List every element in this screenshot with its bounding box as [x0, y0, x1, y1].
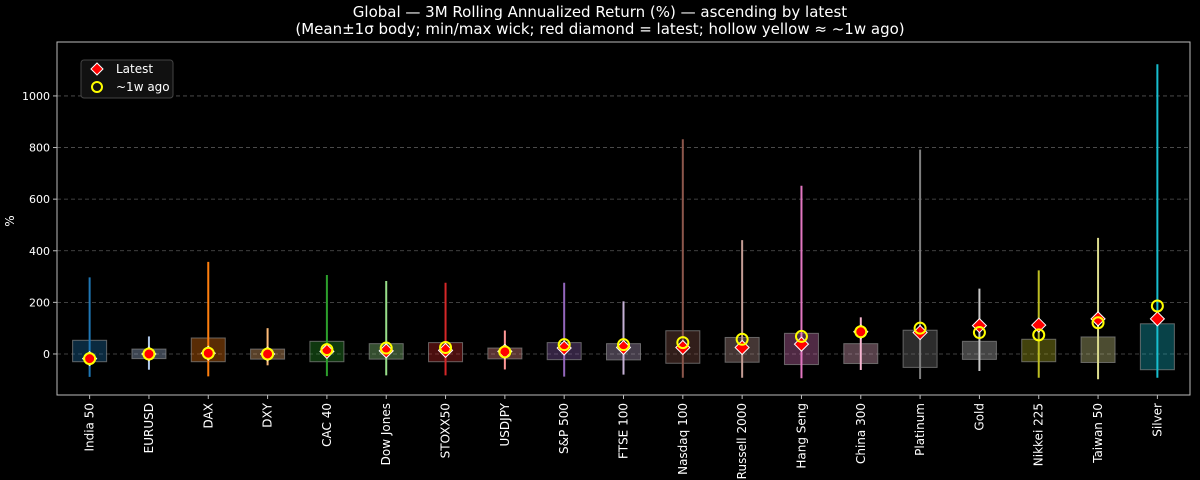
series-eurusd: [131, 336, 167, 370]
x-tick-label: Gold: [972, 403, 986, 431]
series-silver: [1139, 64, 1175, 378]
x-tick-label: Dow Jones: [379, 403, 393, 465]
week-ago-marker: [83, 352, 97, 366]
y-tick-label: 0: [43, 348, 50, 361]
series-s-p-500: [546, 282, 582, 377]
x-tick-label: India 50: [83, 403, 97, 452]
x-tick-label: STOXX50: [439, 403, 453, 458]
chart-title: Global — 3M Rolling Annualized Return (%…: [353, 3, 848, 21]
week-ago-marker: [142, 347, 156, 361]
x-tick-label: Nikkei 225: [1032, 403, 1046, 466]
week-ago-marker: [320, 343, 334, 357]
x-tick-label: China 300: [854, 403, 868, 464]
plot-frame: [56, 41, 1191, 396]
x-axis: India 50 EURUSD DAX DXY CAC 40 Dow Jones STOXX…: [83, 395, 1164, 479]
week-ago-marker: [676, 336, 690, 350]
x-tick-label: Taiwan 50: [1091, 403, 1105, 464]
week-ago-marker: [1032, 328, 1046, 342]
week-ago-marker: [439, 341, 453, 355]
x-tick-label: USDJPY: [498, 402, 512, 446]
week-ago-marker: [617, 338, 630, 352]
latest-marker: [1090, 311, 1106, 327]
week-ago-marker: [1091, 316, 1105, 330]
series-hang-seng: [783, 185, 819, 379]
series-gold: [961, 288, 997, 372]
week-ago-marker: [379, 341, 393, 355]
series-usdjpy: [487, 330, 523, 370]
series-platinum: [902, 149, 938, 380]
legend-latest-marker: [90, 62, 104, 76]
plot-marks: [72, 64, 1175, 380]
series-dxy: [250, 328, 286, 366]
week-ago-marker: [854, 325, 868, 339]
y-axis-label: %: [3, 215, 17, 226]
x-tick-label: EURUSD: [142, 403, 156, 453]
x-tick-label: Silver: [1150, 403, 1164, 437]
legend-week-ago-label: ~1w ago: [116, 80, 170, 94]
series-stoxx50: [428, 282, 464, 376]
y-tick-label: 200: [29, 296, 50, 309]
x-tick-label: Nasdaq 100: [676, 403, 690, 475]
x-tick-label: S&P 500: [557, 403, 571, 454]
series-russell-2000: [724, 240, 760, 378]
week-ago-marker: [735, 332, 749, 346]
series-ftse-100: [606, 301, 641, 375]
week-ago-marker: [794, 329, 808, 343]
x-tick-label: DAX: [201, 403, 215, 428]
x-tick-label: Russell 2000: [735, 403, 749, 479]
latest-marker: [1031, 317, 1047, 333]
x-tick-label: Platinum: [913, 403, 927, 456]
series-dow-jones: [368, 280, 404, 376]
series-nasdaq-100: [665, 139, 701, 378]
x-tick-label: CAC 40: [320, 403, 334, 447]
legend-latest-label: Latest: [116, 62, 153, 76]
y-tick-label: 800: [29, 142, 50, 155]
y-tick-label: 400: [29, 245, 50, 258]
week-ago-marker: [557, 338, 571, 352]
week-ago-marker: [261, 347, 275, 361]
legend: Latest ~1w ago: [80, 59, 174, 99]
week-ago-marker: [972, 326, 986, 340]
series-india-50: [72, 277, 108, 377]
y-tick-label: 1000: [22, 90, 50, 103]
x-tick-label: Hang Seng: [794, 403, 808, 469]
week-ago-marker: [498, 345, 512, 359]
x-tick-label: FTSE 100: [617, 403, 631, 459]
legend-week-ago-marker: [91, 81, 103, 93]
series-dax: [190, 261, 226, 377]
series-taiwan-50: [1080, 237, 1116, 380]
week-ago-marker: [201, 346, 215, 360]
series-nikkei-225: [1021, 270, 1057, 378]
week-ago-marker: [1150, 299, 1164, 313]
y-tick-label: 600: [29, 193, 50, 206]
chart-subtitle: (Mean±1σ body; min/max wick; red diamond…: [295, 20, 904, 38]
series-china-300: [843, 317, 879, 370]
y-axis: 0 200 400 600 800 1000: [22, 90, 57, 361]
x-tick-label: DXY: [261, 402, 275, 427]
series-cac-40: [309, 275, 345, 377]
week-ago-marker: [913, 321, 927, 335]
latest-marker: [1149, 311, 1166, 327]
